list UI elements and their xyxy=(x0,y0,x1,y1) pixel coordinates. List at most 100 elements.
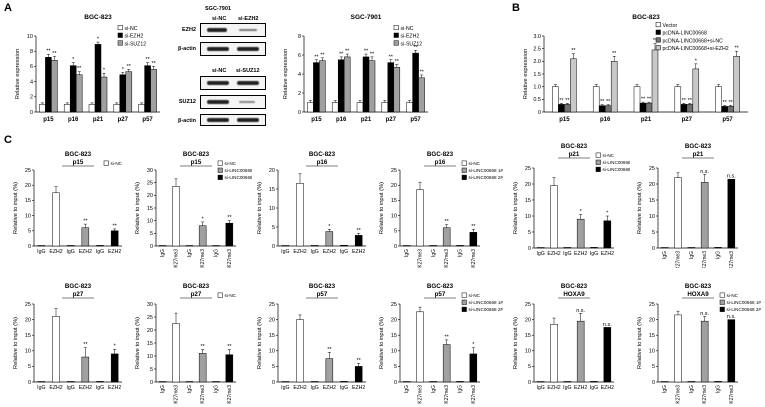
bar xyxy=(645,102,653,113)
x-tick-label: EZH2 xyxy=(49,385,62,391)
wb-row-label: SUZ12 xyxy=(178,99,196,105)
x-tick-label: p27 xyxy=(682,117,693,123)
bar xyxy=(296,319,304,383)
y-tick-label: 25 xyxy=(525,166,531,172)
x-tick-label: IgG xyxy=(458,385,464,393)
chart-subtitle: p27 xyxy=(191,291,202,298)
significance-label: ** xyxy=(653,38,658,44)
bar xyxy=(81,356,90,383)
y-tick-label: 10 xyxy=(391,349,397,355)
x-tick-label: EZH2 xyxy=(79,385,92,391)
x-tick-label: IgG xyxy=(563,385,571,391)
x-tick-label: EZH2 xyxy=(293,385,306,391)
significance-label: n.s. xyxy=(727,314,736,320)
y-tick-label: 0 xyxy=(150,380,153,386)
wb-blot-actin-3 xyxy=(200,114,266,126)
significance-label: ** xyxy=(471,224,476,230)
legend-swatch xyxy=(461,167,467,173)
x-tick-label: EZH2 xyxy=(108,385,121,391)
legend-label: si-LINC00668 1# xyxy=(469,168,504,173)
y-tick-label: 20 xyxy=(649,182,655,188)
chart-title: BGC-823 xyxy=(65,283,92,290)
chart-subtitle: p57 xyxy=(317,291,328,298)
legend-label: si-NC xyxy=(225,161,237,166)
y-tick-label: 20 xyxy=(147,328,153,334)
x-tick-label: H3K27me3 xyxy=(676,251,682,268)
wb-lane-label: si-NC xyxy=(212,68,227,74)
significance-label: ** xyxy=(419,69,424,75)
y-tick-label: 0 xyxy=(528,380,531,386)
legend-swatch xyxy=(655,45,661,51)
significance-label: ** xyxy=(314,54,319,60)
bar xyxy=(715,86,722,113)
legend-label: si-NC xyxy=(469,293,481,298)
bar xyxy=(310,381,319,383)
bar xyxy=(536,247,545,249)
bar xyxy=(418,77,425,113)
bar xyxy=(354,366,363,383)
bar xyxy=(686,104,694,113)
significance-label: ** xyxy=(641,97,646,103)
wb-row-label: EZH2 xyxy=(181,27,196,33)
chart-subtitle: p15 xyxy=(73,159,84,166)
significance-label: n.s. xyxy=(700,169,709,175)
x-tick-label: IgG xyxy=(281,385,289,391)
bar xyxy=(402,381,411,383)
chart-title: BGC-823 xyxy=(427,283,454,290)
significance-label: * xyxy=(103,68,106,74)
y-tick-label: 0 xyxy=(28,244,31,250)
x-tick-label: EZH2 xyxy=(49,249,62,255)
chart-title: SGC-7901 xyxy=(351,14,382,21)
bar xyxy=(651,49,659,113)
bar xyxy=(94,44,102,113)
y-tick-label: 0 xyxy=(150,244,153,250)
panel-label-c: C xyxy=(4,134,12,146)
significance-label: ** xyxy=(413,45,418,51)
bar xyxy=(456,381,464,383)
y-tick-label: 10 xyxy=(525,214,531,220)
x-tick-label: H3K27me3 xyxy=(227,249,233,268)
bar xyxy=(456,245,464,247)
y-tick-label: 5 xyxy=(394,229,397,235)
legend-label: pcDNA-LINC00668+si-NC xyxy=(663,38,724,44)
bar xyxy=(727,178,736,249)
bar xyxy=(550,185,558,249)
legend-label: si-NC xyxy=(125,26,138,32)
legend-swatch xyxy=(719,299,725,305)
y-tick-label: 15 xyxy=(147,341,153,347)
bar xyxy=(603,327,612,383)
x-tick-label: IgG xyxy=(716,251,722,259)
bar xyxy=(692,68,700,113)
y-tick-label: 8 xyxy=(30,49,33,55)
y-tick-label: 0.5 xyxy=(533,97,541,103)
bar xyxy=(81,227,90,247)
y-tick-label: 15 xyxy=(391,333,397,339)
y-tick-label: 15 xyxy=(269,333,275,339)
legend-swatch xyxy=(217,174,223,180)
bar xyxy=(343,56,351,113)
bar xyxy=(325,358,334,383)
bar xyxy=(721,106,728,113)
bar xyxy=(674,177,682,249)
x-tick-label: IgG xyxy=(214,249,220,257)
significance-label: ** xyxy=(327,347,332,353)
y-tick-label: 20 xyxy=(525,182,531,188)
chart-subtitle: p21 xyxy=(693,151,704,158)
legend-swatch xyxy=(461,299,467,305)
bar xyxy=(674,314,682,383)
x-tick-label: p16 xyxy=(600,117,611,123)
chart-b: BGC-823 0 0.5 1.0 1.5 2.0 2.5 3.0 Relative expre… xyxy=(523,14,748,123)
significance-label: ** xyxy=(320,52,325,58)
bar xyxy=(639,102,647,113)
bar xyxy=(393,67,401,113)
wb-row-label: β-actin xyxy=(177,46,196,52)
legend-label: si-SUZ12 xyxy=(401,41,423,47)
significance-label: ** xyxy=(571,48,576,54)
legend-swatch xyxy=(461,160,467,166)
significance-label: ** xyxy=(83,219,88,225)
y-tick-label: 10 xyxy=(649,349,655,355)
y-tick-label: 5 xyxy=(150,231,153,237)
